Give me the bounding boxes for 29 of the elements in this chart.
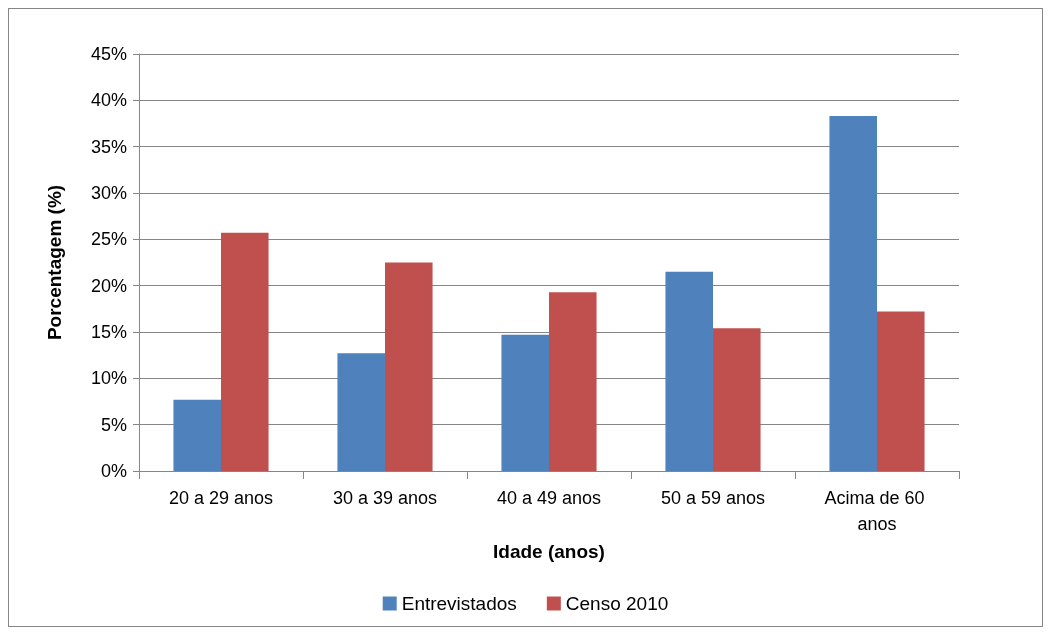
x-tick-label: 50 a 59 anos [660, 488, 766, 508]
y-tick-label: 25% [90, 229, 127, 250]
bar [173, 399, 221, 471]
y-tick-label: 40% [90, 90, 127, 111]
bar [385, 262, 433, 471]
bar [501, 334, 549, 471]
bar [549, 292, 597, 471]
bar [221, 232, 269, 471]
y-tick-label: 35% [90, 136, 127, 157]
legend-label: Entrevistados [401, 593, 517, 614]
x-axis-title: Idade (anos) [493, 540, 605, 562]
y-tick-label: 15% [90, 322, 127, 342]
x-tick-label: Acima de 60 anos [824, 488, 930, 534]
y-tick-label: 0% [100, 461, 127, 481]
y-axis-title: Porcentagem (%) [44, 184, 65, 341]
y-tick-label: 5% [100, 414, 127, 435]
y-tick-label: 30% [90, 183, 127, 203]
bar [877, 311, 925, 471]
y-tick-label: 10% [90, 368, 127, 389]
bar [337, 353, 385, 471]
y-tick-label: 20% [90, 275, 127, 296]
x-tick-label: 40 a 49 anos [496, 488, 602, 508]
bar [713, 328, 761, 471]
bar [829, 116, 877, 471]
x-tick-label: 20 a 29 anos [168, 488, 274, 508]
x-tick-label: 30 a 39 anos [332, 488, 438, 508]
bar [665, 271, 713, 471]
y-tick-label: 45% [90, 44, 127, 64]
legend-label: Censo 2010 [565, 593, 669, 614]
